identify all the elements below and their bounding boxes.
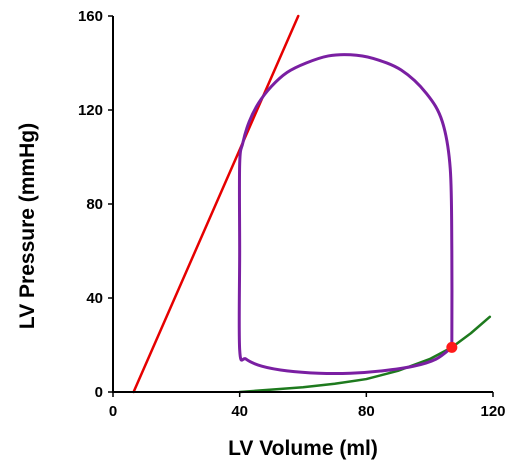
x-tick-label: 0 (109, 403, 117, 420)
y-tick-label: 120 (78, 102, 103, 119)
end-diastolic-point (446, 341, 458, 353)
x-tick-label: 120 (480, 403, 505, 420)
x-tick-label: 40 (231, 403, 248, 420)
y-tick-label: 160 (78, 8, 103, 25)
series-edpvr-line (238, 315, 492, 394)
y-tick-label: 0 (95, 384, 103, 401)
series-espvr-line (132, 14, 300, 394)
series-pv-loop-line (237, 53, 454, 375)
axes (112, 16, 493, 393)
y-tick-label: 40 (86, 290, 103, 307)
x-tick-label: 80 (358, 403, 375, 420)
x-axis-title: LV Volume (ml) (228, 437, 378, 460)
y-tick-label: 80 (86, 196, 103, 213)
plot-area (132, 14, 492, 394)
tick-marks: 0 40 80 120 0 40 80 120 160 (78, 8, 506, 420)
y-axis-title: LV Pressure (mmHg) (16, 123, 39, 329)
